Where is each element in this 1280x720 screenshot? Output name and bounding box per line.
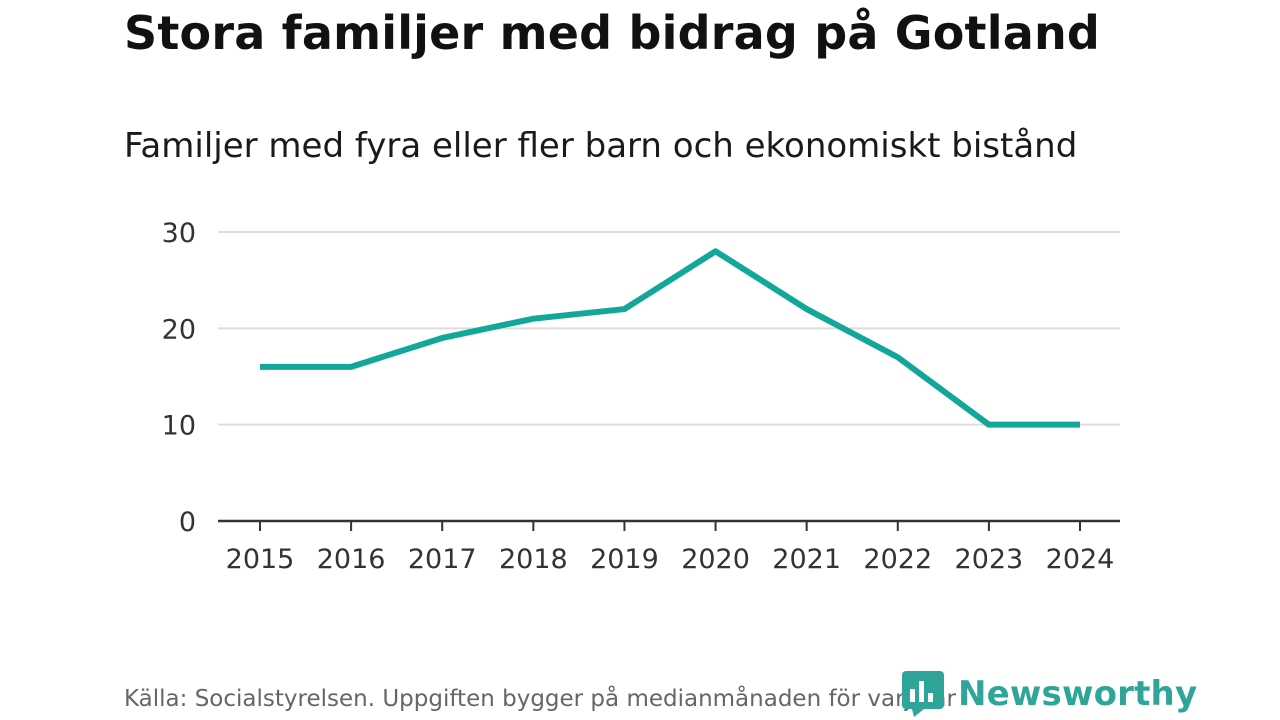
x-tick-label: 2020 <box>681 544 750 575</box>
x-tick-label: 2017 <box>408 544 477 575</box>
x-tick-label: 2024 <box>1046 544 1115 575</box>
x-axis-ticks: 2015 2016 2017 2018 2019 2020 2021 2022 2023 2024 <box>218 519 1120 575</box>
y-tick-label: 30 <box>162 218 196 249</box>
newsworthy-logo-icon <box>902 671 944 717</box>
grid-lines <box>218 231 1120 426</box>
y-axis-ticks: 0 10 20 30 <box>162 218 196 538</box>
x-tick-label: 2019 <box>590 544 659 575</box>
chart-title: Stora familjer med bidrag på Gotland <box>124 6 1101 60</box>
series-line-0 <box>260 248 1080 428</box>
x-tick-label: 2022 <box>863 544 932 575</box>
brand-name: Newsworthy <box>958 674 1198 714</box>
x-tick-label: 2015 <box>226 544 295 575</box>
x-tick-label: 2016 <box>317 544 386 575</box>
line-chart: 0 10 20 30 2015 2016 2017 2018 2019 2020 2021 2022… <box>162 218 1120 575</box>
x-tick-label: 2018 <box>499 544 568 575</box>
y-tick-label: 0 <box>179 507 196 538</box>
brand-logo: Newsworthy <box>902 671 1197 717</box>
chart-subtitle: Familjer med fyra eller fler barn och ek… <box>124 126 1078 166</box>
y-tick-label: 10 <box>162 411 196 442</box>
source-note: Källa: Socialstyrelsen. Uppgiften bygger… <box>124 686 956 712</box>
x-tick-label: 2023 <box>955 544 1024 575</box>
series-layer <box>259 248 1081 428</box>
x-tick-label: 2021 <box>772 544 841 575</box>
y-tick-label: 20 <box>162 314 196 345</box>
